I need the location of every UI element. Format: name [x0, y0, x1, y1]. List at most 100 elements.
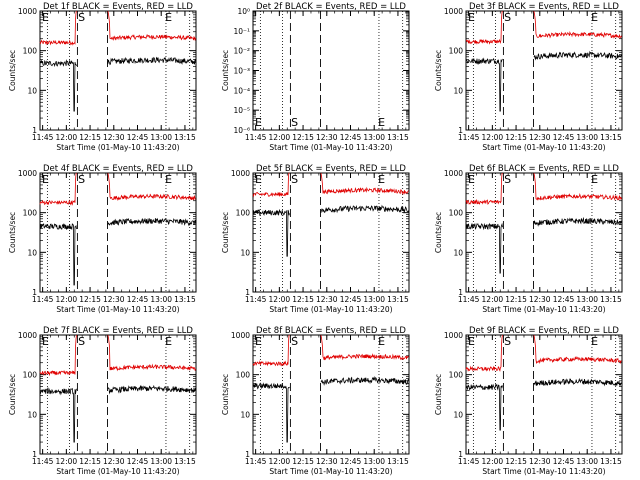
events-series-line — [252, 208, 290, 257]
x-tick-label: 13:15 — [600, 295, 622, 304]
lld-series-line — [320, 334, 409, 361]
x-tick-label: 12:45 — [340, 133, 362, 142]
lld-series-line — [533, 334, 622, 365]
x-tick-label: 12:00 — [269, 457, 291, 466]
x-tick-label: 13:00 — [363, 295, 385, 304]
y-tick-label: 100 — [23, 47, 38, 56]
x-tick-label: 12:15 — [79, 457, 101, 466]
y-tick-label: 10⁻⁶ — [233, 126, 250, 135]
events-series-line — [320, 204, 409, 214]
y-tick-label: 10 — [453, 86, 463, 95]
y-tick-label: 1000 — [18, 169, 37, 178]
y-tick-label: 10 — [453, 248, 463, 257]
x-tick-label: 12:00 — [269, 133, 291, 142]
x-tick-label: 11:45 — [32, 295, 54, 304]
y-tick-label: 10⁻⁵ — [233, 106, 250, 115]
plot-frame — [252, 172, 410, 293]
x-tick-label: 12:45 — [340, 295, 362, 304]
x-axis-label: Start Time (01-May-10 11:43:20) — [56, 143, 179, 152]
marker-label: E — [42, 11, 49, 24]
panel-title: Det 3f BLACK = Events, RED = LLD — [469, 2, 619, 12]
y-tick-label: 1 — [32, 450, 37, 459]
x-tick-label: 13:00 — [150, 457, 172, 466]
marker-label: S — [504, 173, 511, 186]
marker-label: E — [165, 11, 172, 24]
y-tick-label: 1 — [458, 126, 463, 135]
x-tick-label: 12:15 — [505, 457, 527, 466]
y-tick-label: 10⁻³ — [233, 67, 250, 76]
x-tick-label: 13:00 — [150, 295, 172, 304]
y-tick-label: 1000 — [444, 331, 463, 340]
x-axis-label: Start Time (01-May-10 11:43:20) — [56, 467, 179, 476]
marker-label: S — [78, 11, 85, 24]
plot-frame — [39, 172, 197, 293]
y-tick-label: 100 — [236, 371, 251, 380]
y-tick-label: 100 — [449, 47, 464, 56]
x-tick-label: 13:15 — [174, 457, 196, 466]
events-series-line — [39, 387, 77, 443]
marker-label: E — [165, 335, 172, 348]
y-tick-label: 10 — [240, 248, 250, 257]
panel-title: Det 6f BLACK = Events, RED = LLD — [469, 164, 619, 174]
x-axis-label: Start Time (01-May-10 11:43:20) — [482, 143, 605, 152]
events-series-line — [533, 377, 622, 387]
lld-series-line — [39, 334, 77, 377]
x-tick-label: 12:15 — [292, 133, 314, 142]
x-tick-label: 12:15 — [292, 457, 314, 466]
lld-series-line — [533, 10, 622, 40]
x-tick-label: 12:45 — [127, 457, 149, 466]
panel-7: Det 7f BLACK = Events, RED = LLD 1 10 100 10… — [8, 326, 197, 476]
panel-3: Det 3f BLACK = Events, RED = LLD 1 10 100 10… — [434, 2, 623, 152]
y-axis-label: Counts/sec — [434, 212, 443, 253]
marker-label: S — [78, 335, 85, 348]
x-tick-label: 11:45 — [32, 133, 54, 142]
x-tick-label: 12:15 — [505, 133, 527, 142]
y-axis-label: Counts/sec — [221, 374, 230, 415]
x-tick-label: 13:15 — [600, 457, 622, 466]
panel-title: Det 4f BLACK = Events, RED = LLD — [43, 164, 193, 174]
y-tick-label: 10 — [27, 248, 37, 257]
plot-frame — [465, 334, 623, 455]
x-tick-label: 12:15 — [292, 295, 314, 304]
lld-series-line — [107, 172, 196, 201]
x-tick-label: 12:15 — [79, 295, 101, 304]
x-tick-label: 13:15 — [387, 133, 409, 142]
plot-frame — [39, 10, 197, 131]
y-tick-label: 100 — [23, 209, 38, 218]
y-tick-label: 10 — [453, 410, 463, 419]
y-tick-label: 10 — [240, 410, 250, 419]
x-tick-label: 12:45 — [340, 457, 362, 466]
y-tick-label: 1 — [32, 126, 37, 135]
panel-2: Det 2f BLACK = Events, RED = LLD 10⁻⁶ 10⁻⁵… — [221, 2, 410, 152]
events-series-line — [39, 59, 77, 112]
plot-frame — [252, 334, 410, 455]
marker-label: E — [378, 173, 385, 186]
panel-title: Det 8f BLACK = Events, RED = LLD — [256, 326, 406, 336]
x-tick-label: 11:45 — [245, 133, 267, 142]
lld-series-line — [252, 172, 290, 198]
x-tick-label: 12:00 — [482, 295, 504, 304]
events-series-line — [107, 384, 196, 395]
panel-title: Det 2f BLACK = Events, RED = LLD — [256, 2, 406, 12]
x-tick-label: 13:00 — [576, 457, 598, 466]
y-tick-label: 1000 — [18, 7, 37, 16]
panel-4: Det 4f BLACK = Events, RED = LLD 1 10 100 10… — [8, 164, 197, 314]
panel-9: Det 9f BLACK = Events, RED = LLD 1 10 100 10… — [434, 326, 623, 476]
lld-series-line — [466, 10, 503, 45]
y-tick-label: 1000 — [444, 7, 463, 16]
x-tick-label: 12:45 — [553, 133, 575, 142]
y-axis-label: Counts/sec — [221, 50, 230, 91]
marker-label: E — [255, 173, 262, 186]
x-tick-label: 13:15 — [600, 133, 622, 142]
y-tick-label: 10 — [27, 410, 37, 419]
y-tick-label: 1 — [32, 288, 37, 297]
y-tick-label: 1 — [245, 450, 250, 459]
panel-title: Det 1f BLACK = Events, RED = LLD — [43, 2, 193, 12]
x-axis-label: Start Time (01-May-10 11:43:20) — [269, 467, 392, 476]
y-tick-label: 1 — [458, 288, 463, 297]
events-series-line — [465, 222, 503, 274]
x-tick-label: 11:45 — [32, 457, 54, 466]
plot-frame — [465, 172, 623, 293]
y-tick-label: 100 — [449, 371, 464, 380]
x-tick-label: 12:30 — [103, 133, 125, 142]
